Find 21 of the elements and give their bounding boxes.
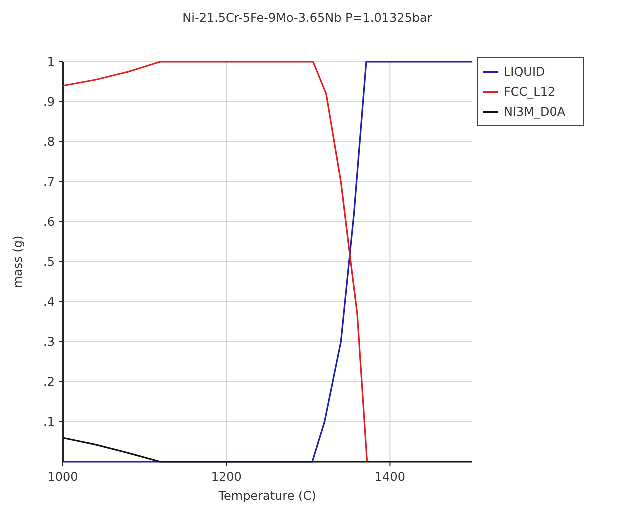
legend-label: FCC_L12 <box>504 85 556 99</box>
line-series <box>62 61 368 463</box>
legend-label: LIQUID <box>504 65 546 79</box>
chart-title: Ni-21.5Cr-5Fe-9Mo-3.65Nb P=1.01325bar <box>182 11 432 25</box>
y-tick-label: .9 <box>44 95 55 109</box>
legend-label: NI3M_D0A <box>504 105 566 119</box>
y-tick-label: .2 <box>44 375 55 389</box>
x-tick-label: 1000 <box>48 470 78 484</box>
y-tick-label: .5 <box>44 255 55 269</box>
y-axis-title: mass (g) <box>11 236 25 288</box>
y-tick-label: .1 <box>44 415 55 429</box>
y-tick-label: 1 <box>47 55 55 69</box>
y-tick-label: .3 <box>44 335 55 349</box>
y-tick-label: .7 <box>44 175 55 189</box>
y-tick-label: .4 <box>44 295 55 309</box>
x-tick-label: 1400 <box>374 470 406 484</box>
line-series <box>62 437 473 463</box>
y-tick-label: .6 <box>44 215 55 229</box>
x-tick-label: 1200 <box>211 470 242 484</box>
x-axis-title: Temperature (C) <box>218 489 316 503</box>
y-tick-label: .8 <box>44 135 55 149</box>
